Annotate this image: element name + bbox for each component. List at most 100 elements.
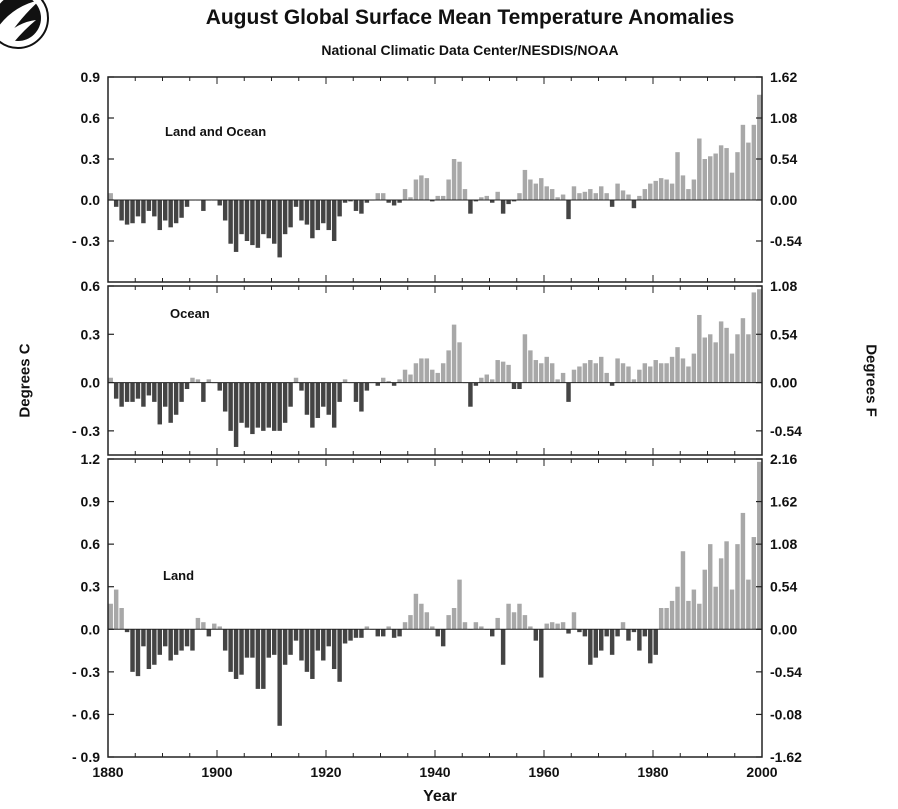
bar (141, 382, 146, 407)
bar (381, 193, 386, 200)
bar (315, 200, 321, 231)
panel-label: Land (163, 568, 194, 583)
y-axis-label-right: Degrees F (862, 344, 880, 417)
bar (255, 629, 261, 689)
bar (146, 200, 152, 211)
bar (528, 179, 533, 200)
bar (637, 195, 642, 200)
bar (135, 382, 141, 399)
bar (642, 363, 648, 383)
bar (724, 541, 729, 630)
bar (135, 629, 141, 677)
bar (244, 629, 250, 658)
y-tick-label-right: 0.00 (770, 375, 797, 391)
y-axis-label-left: Degrees C (16, 343, 34, 418)
bar (408, 197, 413, 200)
bar (593, 629, 598, 658)
bar (746, 142, 751, 200)
bar (108, 377, 113, 383)
bar (168, 629, 173, 661)
bar (539, 178, 544, 200)
bar (631, 379, 637, 383)
bar (228, 382, 233, 431)
bar (244, 200, 250, 241)
bar (326, 382, 331, 415)
bar (413, 363, 419, 383)
bar (702, 337, 707, 383)
bar (680, 551, 686, 630)
bar (255, 200, 261, 248)
bar (413, 593, 419, 630)
bar (560, 622, 566, 630)
y-tick-label-right: 0.54 (770, 579, 797, 595)
y-tick-label: 0.9 (81, 494, 101, 510)
bar (266, 200, 271, 239)
bar (233, 200, 239, 252)
bar (326, 200, 331, 231)
bar (533, 183, 539, 200)
bar (293, 629, 299, 641)
bar (201, 622, 206, 630)
bar (609, 200, 615, 207)
bar (577, 629, 582, 633)
bar (615, 358, 620, 383)
y-tick-label: 0.9 (81, 69, 101, 85)
bar (708, 334, 713, 383)
bar (152, 200, 157, 217)
bar (113, 200, 119, 207)
bar (277, 629, 282, 726)
bar (588, 629, 593, 665)
x-tick-label: 1920 (310, 764, 341, 780)
bar (408, 615, 413, 630)
bar (293, 200, 299, 207)
bar (479, 197, 484, 200)
bar (310, 382, 315, 428)
bar (440, 629, 446, 647)
bar (473, 200, 479, 202)
bar (135, 200, 141, 217)
y-tick-label-right: -1.62 (770, 749, 802, 765)
bar (130, 382, 135, 402)
bar (533, 360, 539, 383)
y-tick-label-right: 1.62 (770, 494, 797, 510)
bar (609, 382, 615, 386)
bar (201, 200, 206, 211)
bar (740, 318, 746, 383)
bar (582, 363, 588, 383)
bar (571, 369, 577, 383)
bar (457, 579, 462, 630)
bar (718, 145, 724, 200)
bar (620, 190, 626, 200)
bar (713, 153, 718, 200)
bar (697, 138, 702, 200)
bar (435, 372, 440, 383)
x-tick-label: 1880 (92, 764, 123, 780)
bar (500, 361, 506, 383)
bar (506, 364, 511, 383)
y-tick-label: 0.0 (81, 621, 101, 637)
x-axis-label: Year (423, 788, 457, 805)
bar (495, 191, 500, 200)
panel-frame (107, 76, 763, 283)
bar (304, 382, 310, 415)
bar (479, 377, 484, 383)
bar (397, 200, 402, 203)
bar (424, 178, 430, 200)
bar (440, 363, 446, 383)
bar (337, 629, 342, 682)
bar (119, 382, 124, 407)
bar (604, 372, 609, 383)
bar (419, 603, 424, 630)
bar (375, 382, 380, 386)
bar (729, 353, 735, 383)
bar (702, 569, 707, 630)
y-tick-label: 0.0 (81, 192, 101, 208)
bar (631, 629, 637, 633)
bar (195, 617, 201, 630)
bar (648, 183, 653, 200)
bar (179, 629, 184, 651)
bar (626, 366, 631, 383)
bar (163, 382, 168, 407)
y-tick-label-right: 0.54 (770, 151, 797, 167)
bar (304, 629, 310, 672)
